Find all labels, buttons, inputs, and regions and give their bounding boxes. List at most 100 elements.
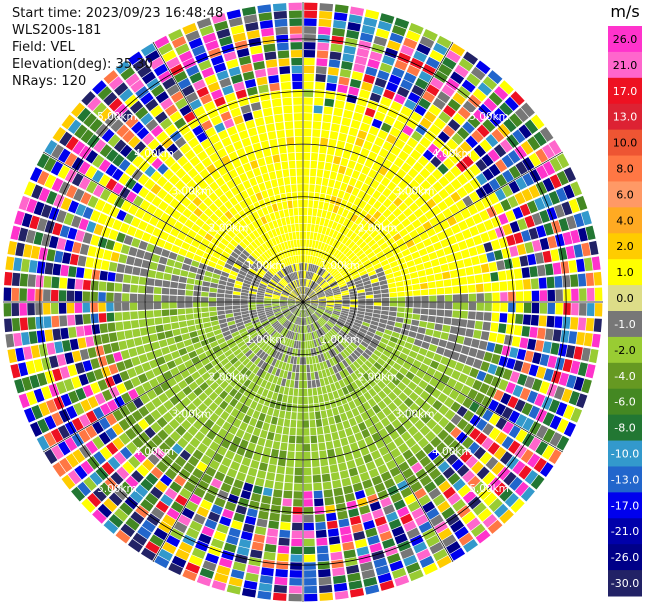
velocity-gate [428, 288, 437, 295]
velocity-gate [227, 230, 236, 239]
velocity-gate [357, 155, 367, 165]
velocity-gate [232, 302, 240, 306]
velocity-gate [328, 237, 335, 246]
velocity-gate [269, 317, 277, 324]
velocity-gate [243, 207, 252, 216]
velocity-gate [333, 310, 341, 314]
velocity-gate [332, 115, 342, 125]
velocity-gate [164, 124, 178, 136]
velocity-gate [305, 309, 308, 317]
velocity-gate [182, 161, 194, 173]
velocity-gate [278, 185, 286, 194]
velocity-gate [593, 318, 602, 333]
velocity-gate [249, 45, 263, 55]
velocity-gate [308, 324, 311, 333]
velocity-gate [54, 341, 64, 354]
velocity-gate [318, 201, 324, 210]
velocity-gate [539, 353, 550, 367]
velocity-gate [452, 286, 461, 294]
velocity-gate [437, 200, 448, 212]
velocity-gate [342, 247, 350, 255]
velocity-gate [458, 373, 469, 384]
velocity-gate [103, 519, 119, 534]
velocity-gate [186, 402, 197, 413]
velocity-gate [158, 392, 169, 404]
velocity-gate [289, 216, 295, 224]
velocity-gate [267, 407, 274, 416]
velocity-gate [341, 477, 352, 487]
velocity-gate [357, 229, 366, 238]
velocity-gate [334, 214, 341, 223]
velocity-gate [221, 457, 232, 468]
velocity-gate [287, 274, 293, 282]
velocity-gate [187, 167, 199, 179]
velocity-gate [342, 294, 350, 298]
velocity-gate [256, 218, 264, 227]
velocity-gate [280, 306, 288, 310]
velocity-gate [207, 81, 221, 93]
velocity-gate [163, 323, 172, 331]
velocity-gate [332, 479, 342, 489]
velocity-gate [64, 239, 74, 252]
velocity-gate [95, 247, 105, 259]
velocity-gate [205, 127, 217, 138]
velocity-gate [320, 269, 326, 277]
velocity-gate [110, 342, 120, 353]
velocity-gate [585, 363, 596, 379]
velocity-gate [442, 208, 453, 219]
velocity-gate [308, 306, 315, 313]
velocity-gate [351, 407, 360, 417]
velocity-gate [292, 290, 298, 297]
velocity-gate [338, 165, 347, 175]
velocity-gate [373, 294, 382, 298]
velocity-gate [291, 404, 298, 412]
velocity-gate [495, 431, 508, 445]
velocity-gate [177, 289, 186, 296]
velocity-gate [505, 269, 515, 280]
velocity-gate [308, 291, 315, 297]
colorbar-tick-label: -30.0 [611, 577, 639, 590]
velocity-gate [280, 402, 287, 411]
velocity-gate [326, 332, 333, 340]
velocity-gate [307, 308, 313, 315]
velocity-gate [164, 265, 174, 274]
elevation-label: Elevation(deg): 35.30 [12, 57, 153, 72]
velocity-gate [425, 244, 435, 254]
velocity-gate [319, 145, 327, 154]
velocity-gate [482, 321, 491, 331]
velocity-gate [227, 243, 236, 251]
velocity-gate [106, 149, 119, 163]
velocity-gate [124, 329, 133, 339]
velocity-gate [571, 303, 579, 316]
velocity-gate [166, 360, 177, 370]
velocity-gate [472, 235, 483, 246]
velocity-gate [271, 367, 278, 376]
velocity-gate [446, 540, 461, 554]
velocity-gate [203, 275, 212, 282]
velocity-gate [437, 302, 445, 309]
velocity-gate [373, 35, 388, 47]
velocity-gate [338, 132, 348, 142]
velocity-gate [327, 448, 336, 458]
velocity-gate [371, 259, 380, 266]
velocity-gate [150, 421, 162, 434]
velocity-gate [324, 289, 332, 294]
velocity-gate [345, 346, 353, 355]
velocity-gate [378, 428, 389, 438]
velocity-gate [278, 282, 285, 288]
velocity-gate [563, 167, 577, 183]
velocity-gate [429, 377, 439, 388]
velocity-gate [278, 270, 285, 278]
velocity-gate [230, 239, 239, 248]
velocity-gate [321, 369, 327, 378]
velocity-gate [186, 277, 195, 285]
velocity-gate [281, 318, 288, 325]
velocity-gate [228, 169, 238, 179]
velocity-gate [334, 241, 342, 249]
velocity-gate [243, 580, 258, 590]
velocity-gate [242, 432, 252, 442]
velocity-gate [356, 313, 365, 318]
velocity-gate [193, 79, 206, 91]
velocity-gate [285, 466, 294, 475]
velocity-gate [576, 331, 585, 346]
